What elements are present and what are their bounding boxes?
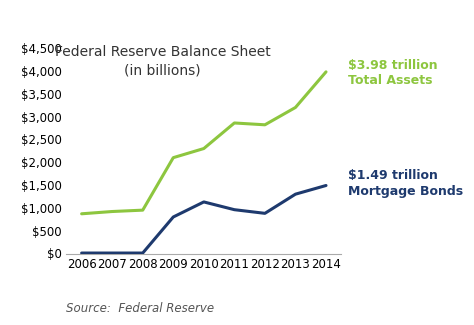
Text: Federal Reserve Balance Sheet
(in billions): Federal Reserve Balance Sheet (in billio…: [55, 46, 271, 78]
Text: $3.98 trillion
Total Assets: $3.98 trillion Total Assets: [348, 58, 438, 87]
Text: $1.49 trillion
Mortgage Bonds: $1.49 trillion Mortgage Bonds: [348, 169, 464, 198]
Text: Source:  Federal Reserve: Source: Federal Reserve: [66, 302, 214, 315]
